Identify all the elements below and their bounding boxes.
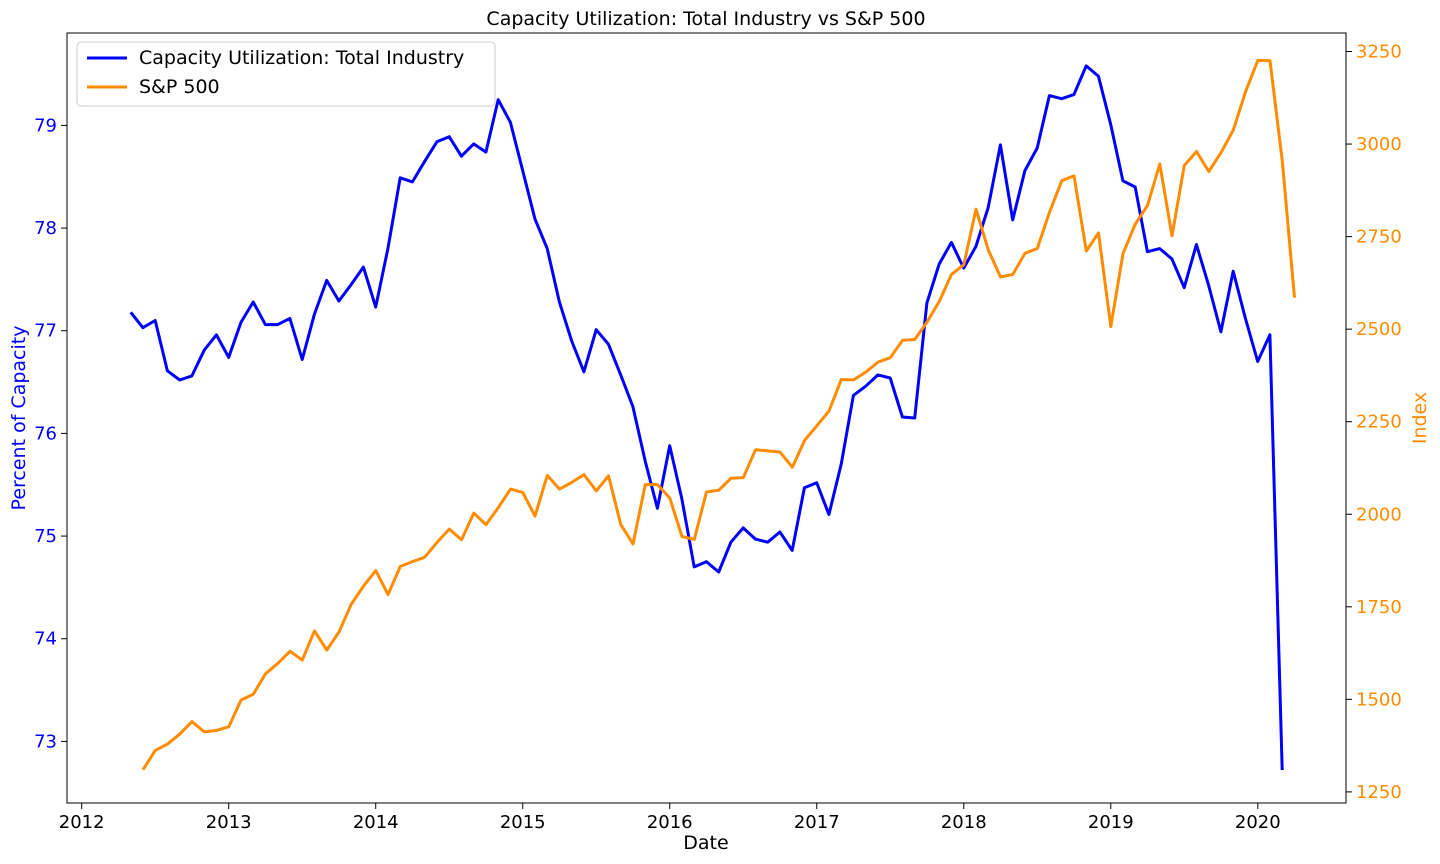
right-y-tick-label: 1250 — [1356, 782, 1402, 803]
legend: Capacity Utilization: Total Industry S&P… — [76, 41, 496, 107]
right-y-axis-ticks: 1250 1500 1750 2000 2250 2500 2750 3000 3250 — [1346, 42, 1402, 803]
chart-title: Capacity Utilization: Total Industry vs … — [486, 8, 925, 30]
right-y-tick-label: 2250 — [1356, 412, 1402, 433]
legend-label-capacity: Capacity Utilization: Total Industry — [139, 47, 464, 69]
left-y-tick-label: 75 — [34, 526, 57, 547]
x-tick-label: 2019 — [1088, 812, 1134, 833]
right-y-tick-label: 3250 — [1356, 42, 1402, 63]
left-y-tick-label: 73 — [34, 731, 57, 752]
left-y-axis-ticks: 73 74 75 76 77 78 79 — [34, 115, 67, 752]
left-y-axis-label: Percent of Capacity — [8, 326, 30, 511]
x-tick-label: 2012 — [59, 812, 105, 833]
legend-label-sp500: S&P 500 — [139, 76, 220, 98]
x-axis-label: Date — [683, 832, 728, 854]
sp500-line — [141, 58, 1296, 771]
left-y-tick-label: 74 — [34, 629, 57, 650]
x-tick-label: 2016 — [647, 812, 693, 833]
left-y-tick-label: 77 — [34, 321, 57, 342]
x-axis-ticks: 2012 2013 2014 2015 2016 2017 2018 2019 2020 — [59, 803, 1281, 833]
right-y-axis-label: Index — [1409, 392, 1431, 444]
left-y-tick-label: 79 — [34, 115, 57, 136]
plot-frame — [66, 32, 1347, 804]
series-layer — [129, 58, 1296, 771]
right-y-tick-label: 2000 — [1356, 504, 1402, 525]
right-y-tick-label: 2500 — [1356, 319, 1402, 340]
left-y-tick-label: 76 — [34, 423, 57, 444]
x-tick-label: 2017 — [794, 812, 840, 833]
x-tick-label: 2013 — [206, 812, 252, 833]
x-tick-label: 2020 — [1235, 812, 1281, 833]
left-y-tick-label: 78 — [34, 218, 57, 239]
x-tick-label: 2018 — [941, 812, 987, 833]
x-tick-label: 2015 — [500, 812, 546, 833]
right-y-tick-label: 1500 — [1356, 689, 1402, 710]
legend-box — [76, 41, 496, 107]
x-tick-label: 2014 — [353, 812, 399, 833]
capacity-utilization-line — [129, 64, 1284, 771]
right-y-tick-label: 1750 — [1356, 597, 1402, 618]
right-y-tick-label: 2750 — [1356, 227, 1402, 248]
right-y-tick-label: 3000 — [1356, 134, 1402, 155]
